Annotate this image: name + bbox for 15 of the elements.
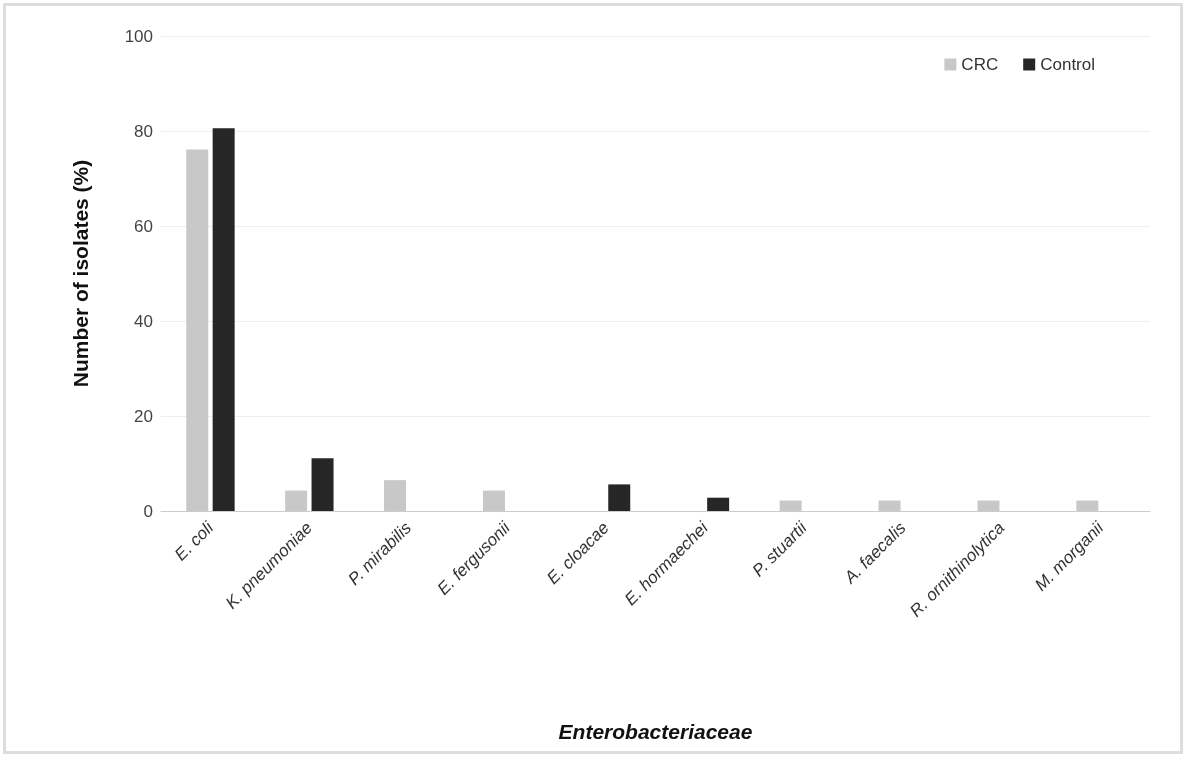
legend-label: CRC xyxy=(961,55,999,74)
y-tick-label: 80 xyxy=(134,121,153,141)
y-axis-title: Number of isolates (%) xyxy=(69,159,92,388)
y-tick-label: 20 xyxy=(134,406,153,426)
y-tick-label: 60 xyxy=(134,216,153,236)
bar xyxy=(608,484,631,511)
y-tick-label: 0 xyxy=(143,501,153,521)
x-axis-title: Enterobacteriaceae xyxy=(558,720,753,743)
x-tick-label: E. coli xyxy=(171,517,219,565)
legend-label: Control xyxy=(1040,55,1096,74)
y-tick-label: 40 xyxy=(134,311,153,331)
bar xyxy=(311,458,334,511)
y-tick-label: 100 xyxy=(124,26,153,46)
bar xyxy=(212,128,235,511)
bar xyxy=(707,497,730,511)
